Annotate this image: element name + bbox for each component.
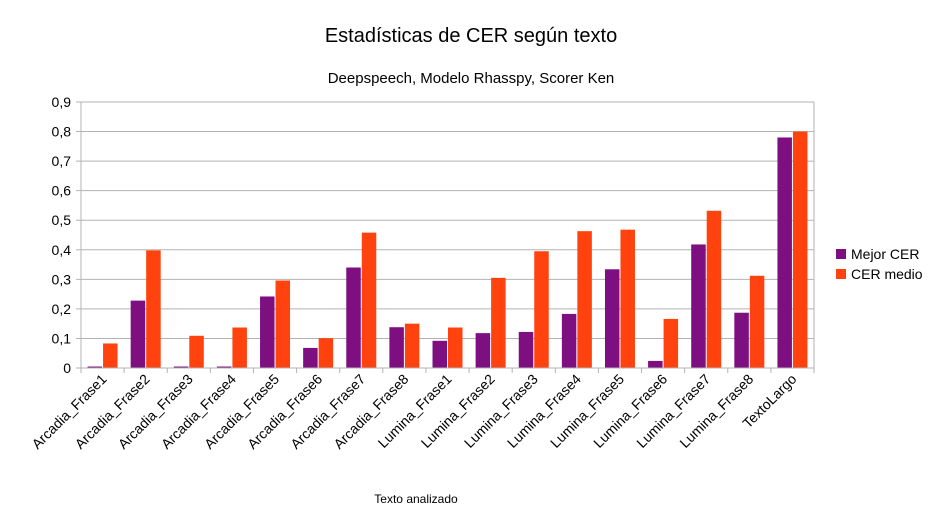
bar-mejor-cer xyxy=(777,137,792,368)
bar-cer-medio xyxy=(491,277,506,368)
x-tick-label: Lumina_Frase3 xyxy=(461,371,541,451)
x-tick-label: Arcadia_Frase6 xyxy=(244,371,325,452)
chart-title: Estadísticas de CER según texto xyxy=(325,25,617,47)
x-tick-label: Lumina_Frase7 xyxy=(633,371,713,451)
bar-mejor-cer xyxy=(87,366,103,368)
x-tick-label: Arcadia_Frase8 xyxy=(330,371,411,452)
y-tick-label: 0,4 xyxy=(52,242,72,258)
bar-mejor-cer xyxy=(130,300,146,368)
bar-mejor-cer xyxy=(475,333,491,368)
bar-mejor-cer xyxy=(648,360,663,368)
bar-cer-medio xyxy=(275,280,291,368)
bar-cer-medio xyxy=(448,327,463,368)
bar-cer-medio xyxy=(189,335,204,368)
y-tick-label: 0,1 xyxy=(52,330,72,346)
chart-subtitle: Deepspeech, Modelo Rhasspy, Scorer Ken xyxy=(328,70,615,87)
bar-cer-medio xyxy=(792,131,808,368)
x-tick-label: Lumina_Frase2 xyxy=(418,371,498,451)
y-tick-label: 0 xyxy=(63,360,71,376)
bar-cer-medio xyxy=(318,338,334,368)
legend-label: Mejor CER xyxy=(851,246,919,262)
x-tick-label: Arcadia_Frase1 xyxy=(28,371,109,452)
bar-mejor-cer xyxy=(691,244,706,368)
bar-mejor-cer xyxy=(432,340,447,368)
x-tick-label: Lumina_Frase4 xyxy=(504,371,584,451)
bar-cer-medio xyxy=(706,210,722,368)
x-tick-label: Lumina_Frase6 xyxy=(590,371,670,451)
x-tick-labels: Arcadia_Frase1Arcadia_Frase2Arcadia_Fras… xyxy=(28,371,799,452)
x-tick-label: Arcadia_Frase5 xyxy=(201,371,282,452)
x-tick-label: Lumina_Frase8 xyxy=(676,371,756,451)
y-tick-label: 0,7 xyxy=(52,153,72,169)
x-axis-label: Texto analizado xyxy=(374,492,458,506)
bar-mejor-cer xyxy=(303,347,318,368)
bar-cer-medio xyxy=(620,229,635,368)
bar-mejor-cer xyxy=(260,296,275,368)
x-tick-label: Arcadia_Frase2 xyxy=(72,371,153,452)
bar-cer-medio xyxy=(534,251,549,368)
x-tick-label: Arcadia_Frase4 xyxy=(158,371,239,452)
bar-cer-medio xyxy=(577,231,592,368)
bar-mejor-cer xyxy=(216,366,232,368)
bar-cer-medio xyxy=(663,318,679,368)
bar-mejor-cer xyxy=(389,327,404,368)
bars xyxy=(87,131,808,368)
legend-label: CER medio xyxy=(851,266,923,282)
x-tick-label: Arcadia_Frase7 xyxy=(287,371,368,452)
x-tick-label: Arcadia_Frase3 xyxy=(115,371,196,452)
bar-cer-medio xyxy=(232,327,247,368)
y-tick-label: 0,9 xyxy=(52,94,72,110)
y-tick-label: 0,2 xyxy=(52,301,72,317)
bar-cer-medio xyxy=(146,250,161,368)
plot-frame xyxy=(80,101,815,373)
bar-mejor-cer xyxy=(346,267,361,368)
x-tick-label: Lumina_Frase5 xyxy=(547,371,627,451)
y-tick-label: 0,5 xyxy=(52,212,72,228)
y-tick-label: 0,3 xyxy=(52,271,72,287)
y-tick-label: 0,6 xyxy=(52,183,72,199)
bar-cer-medio xyxy=(404,323,420,368)
y-tick-label: 0,8 xyxy=(52,124,72,140)
legend-swatch xyxy=(836,269,846,279)
bar-cer-medio xyxy=(749,275,765,368)
legend: Mejor CER CER medio xyxy=(836,246,923,282)
legend-swatch xyxy=(836,249,846,259)
bar-cer-medio xyxy=(103,343,118,368)
bar-mejor-cer xyxy=(604,269,620,368)
x-tick-label: Lumina_Frase1 xyxy=(375,371,455,451)
bar-mejor-cer xyxy=(173,366,189,368)
bar-cer-medio xyxy=(361,232,377,368)
bar-mejor-cer xyxy=(734,312,749,368)
bar-mejor-cer xyxy=(518,331,534,368)
y-tick-labels: 0 0,1 0,2 0,3 0,4 0,5 0,6 0,7 0,8 0,9 xyxy=(52,94,72,376)
bar-mejor-cer xyxy=(561,313,577,368)
